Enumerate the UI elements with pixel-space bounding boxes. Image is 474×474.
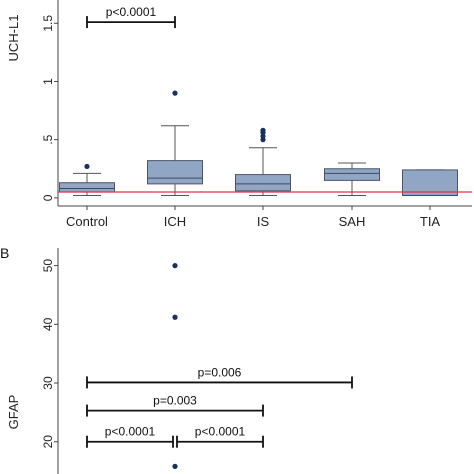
box-sah: [324, 162, 380, 197]
x-tick-label: TIA: [420, 214, 441, 229]
box-iqr: [59, 182, 115, 193]
data-point: [172, 263, 178, 269]
comparison-label: p<0.0001: [195, 425, 246, 439]
panel-b-label: B: [0, 245, 9, 261]
data-point: [172, 314, 178, 320]
outlier-point: [172, 90, 178, 96]
box-iqr: [235, 174, 291, 192]
x-tick-label: SAH: [339, 214, 366, 229]
box-tia: [402, 169, 458, 197]
data-point: [172, 463, 178, 469]
y-tick-label: 1.5: [41, 15, 55, 32]
x-tick-label: IS: [257, 214, 270, 229]
box-iqr: [324, 168, 380, 181]
y-tick-label: .5: [41, 134, 55, 144]
comparison-label: p<0.0001: [105, 425, 156, 439]
panel-b-gfap-scatter: 20 30 40 50 GFAP p=0.006 p=0.003 p<0.0001 p<0.00…: [6, 248, 353, 474]
y-tick-label: 30: [41, 376, 55, 390]
panel-a-uchl1-boxplot: 0 .5 1 1.5 UCH-L1 Control ICH IS SAH TIA p<0.0001: [6, 0, 472, 229]
box-iqr: [147, 160, 203, 185]
y-tick-label: 0: [41, 194, 55, 201]
comparison-label: p=0.006: [198, 365, 242, 379]
box-control: [59, 163, 115, 197]
y-tick-label: 50: [41, 259, 55, 273]
y-axis-label: GFAP: [6, 395, 21, 430]
comparison-label: p=0.003: [153, 394, 197, 408]
y-tick-label: 20: [41, 435, 55, 449]
box-iqr: [402, 169, 458, 197]
y-axis-label: UCH-L1: [6, 15, 21, 62]
outlier-point: [260, 127, 266, 133]
x-tick-label: ICH: [164, 214, 186, 229]
box-is: [235, 127, 291, 197]
outlier-point: [84, 163, 90, 170]
comparison-label: p<0.0001: [106, 5, 157, 19]
y-tick-label: 40: [41, 317, 55, 331]
box-ich: [147, 90, 203, 197]
x-tick-label: Control: [66, 214, 108, 229]
y-tick-label: 1: [41, 78, 55, 85]
